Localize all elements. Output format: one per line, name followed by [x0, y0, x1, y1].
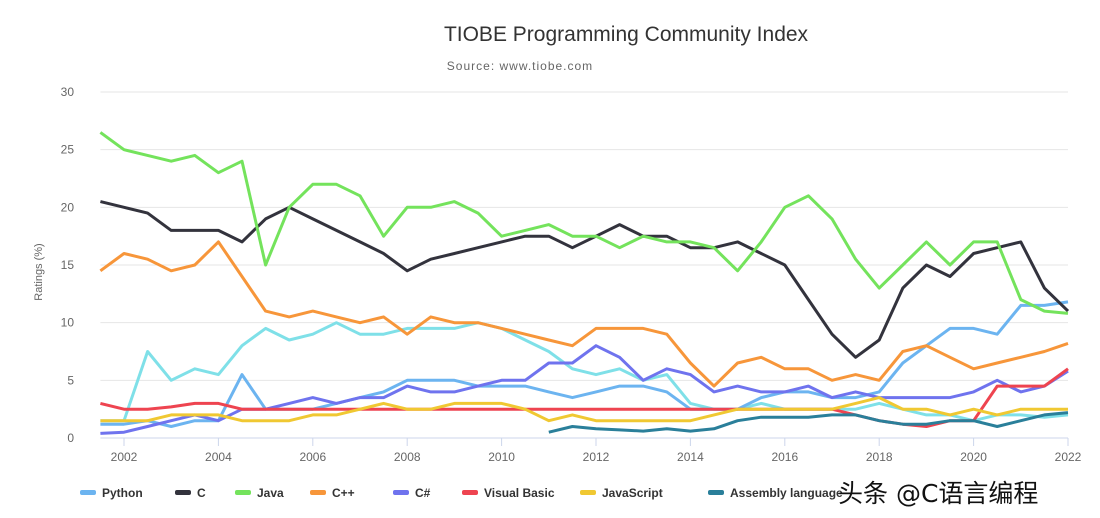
legend-item-python[interactable]: Python	[80, 486, 143, 500]
legend-item-javascript[interactable]: JavaScript	[580, 486, 663, 500]
legend-swatch	[310, 490, 326, 495]
legend-item-c-[interactable]: C#	[393, 486, 431, 500]
legend-item-assembly-language[interactable]: Assembly language	[708, 486, 843, 500]
watermark: 头条 @C语言编程	[838, 479, 1039, 508]
legend-item-visual-basic[interactable]: Visual Basic	[462, 486, 555, 500]
legend-swatch	[80, 490, 96, 495]
x-tick-label: 2014	[677, 450, 704, 464]
legend-label: Assembly language	[730, 486, 843, 500]
y-tick-label: 0	[67, 431, 74, 445]
legend-label: Java	[257, 486, 284, 500]
y-axis-ticks: 0 5 10 15 20 25 30	[61, 85, 75, 445]
series-line-javascript	[100, 396, 1068, 423]
legend-label: Python	[102, 486, 143, 500]
series-lines	[99, 131, 1070, 435]
gridlines	[100, 91, 1068, 439]
y-tick-label: 20	[61, 200, 75, 214]
x-tick-label: 2018	[866, 450, 893, 464]
legend: Python C Java C++ C# Visual Basic JavaScript As…	[80, 486, 843, 500]
legend-label: C	[197, 486, 206, 500]
y-tick-label: 30	[61, 85, 75, 99]
legend-swatch	[462, 490, 478, 495]
x-tick-label: 2006	[299, 450, 326, 464]
legend-label: C#	[415, 486, 431, 500]
y-tick-label: 10	[61, 316, 75, 330]
legend-swatch	[235, 490, 251, 495]
series-line-java	[99, 131, 1069, 315]
series-line-c-	[99, 240, 1069, 388]
legend-swatch	[175, 490, 191, 495]
series-line-c	[100, 200, 1070, 359]
x-tick-label: 2016	[771, 450, 798, 464]
series-line-assembly-language	[548, 411, 1069, 434]
x-axis-ticks: 2002 2004 2006 2008 2010 2012 2014 2016 2018 2020…	[111, 438, 1082, 464]
y-axis-label: Ratings (%)	[33, 243, 45, 300]
legend-item-c[interactable]: C	[175, 486, 206, 500]
x-tick-label: 2012	[583, 450, 610, 464]
x-tick-label: 2008	[394, 450, 421, 464]
legend-item-c-[interactable]: C++	[310, 486, 355, 500]
legend-label: Visual Basic	[484, 486, 555, 500]
y-tick-label: 15	[61, 258, 75, 272]
x-tick-label: 2022	[1055, 450, 1082, 464]
legend-swatch	[708, 490, 724, 495]
x-tick-label: 2010	[488, 450, 515, 464]
y-tick-label: 25	[61, 143, 75, 157]
legend-label: JavaScript	[602, 486, 663, 500]
x-tick-label: 2004	[205, 450, 232, 464]
y-tick-label: 5	[67, 373, 74, 387]
chart-subtitle: Source: www.tiobe.com	[447, 59, 593, 73]
legend-label: C++	[332, 486, 355, 500]
chart-title: TIOBE Programming Community Index	[444, 23, 809, 46]
legend-item-java[interactable]: Java	[235, 486, 284, 500]
x-tick-label: 2002	[111, 450, 138, 464]
legend-swatch	[393, 490, 409, 495]
legend-swatch	[580, 490, 596, 495]
series-line-python	[100, 300, 1069, 428]
x-tick-label: 2020	[960, 450, 987, 464]
